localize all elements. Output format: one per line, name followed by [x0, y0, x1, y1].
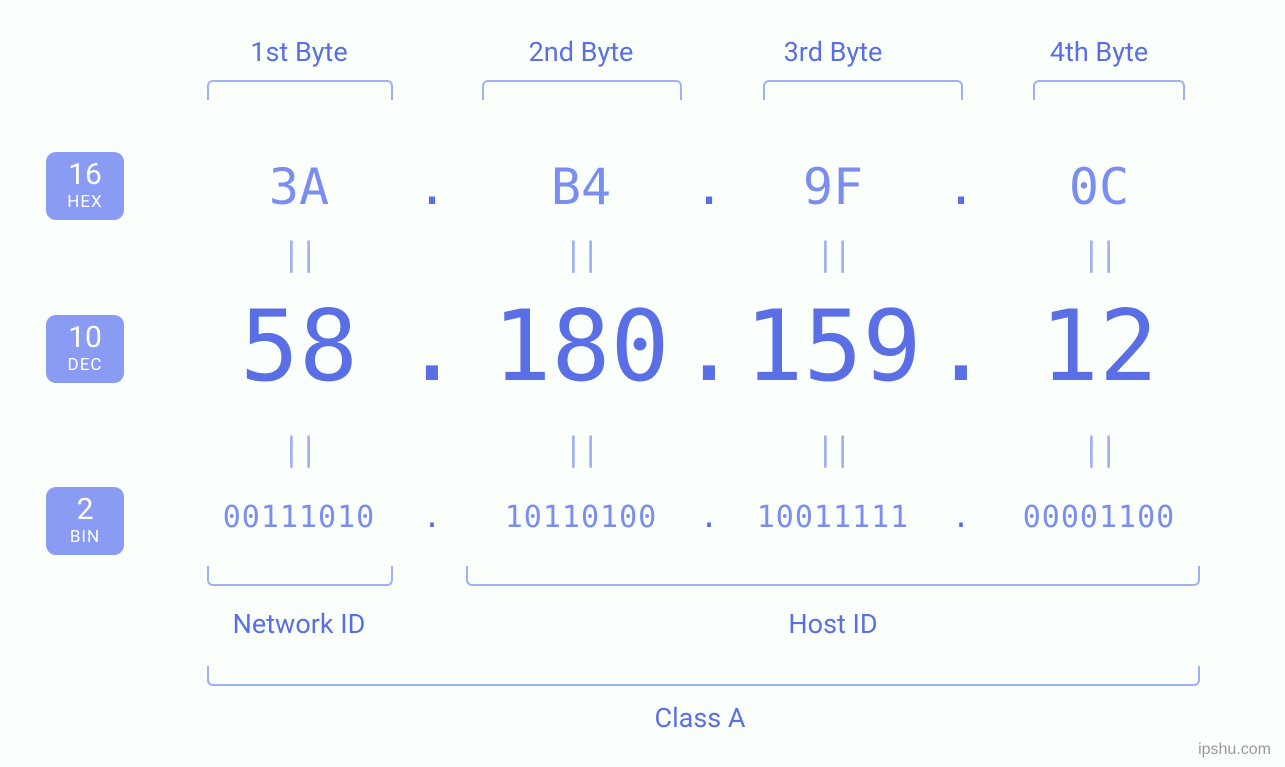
- byte-header-4: 4th Byte: [1050, 36, 1148, 68]
- equals-dec-bin-2: ||: [564, 430, 599, 468]
- label-host-id: Host ID: [788, 608, 877, 640]
- ip-diagram: 16 HEX 10 DEC 2 BIN 1st Byte 2nd Byte 3r…: [0, 0, 1285, 767]
- byte-header-3: 3rd Byte: [784, 36, 883, 68]
- base-bin-label: BIN: [70, 527, 100, 547]
- watermark: ipshu.com: [1198, 741, 1271, 759]
- dec-byte-1: 58: [240, 298, 358, 396]
- bracket-class: [207, 666, 1200, 686]
- byte-header-1: 1st Byte: [250, 36, 347, 68]
- base-badge-hex: 16 HEX: [46, 152, 124, 220]
- bracket-network-id: [207, 566, 393, 586]
- base-bin-num: 2: [77, 495, 94, 525]
- bin-byte-3: 10011111: [757, 500, 910, 535]
- bin-dot-1: .: [423, 500, 441, 535]
- bin-byte-2: 10110100: [505, 500, 658, 535]
- equals-dec-bin-1: ||: [282, 430, 317, 468]
- hex-byte-1: 3A: [269, 158, 329, 216]
- base-dec-label: DEC: [68, 355, 103, 375]
- base-badge-bin: 2 BIN: [46, 487, 124, 555]
- top-bracket-1: [207, 80, 393, 100]
- dec-dot-3: .: [931, 298, 990, 396]
- dec-dot-2: .: [679, 298, 738, 396]
- hex-dot-3: .: [946, 158, 976, 216]
- dec-byte-4: 12: [1040, 298, 1158, 396]
- equals-hex-dec-4: ||: [1082, 235, 1117, 273]
- label-network-id: Network ID: [233, 608, 366, 640]
- bin-byte-4: 00001100: [1023, 500, 1176, 535]
- top-bracket-3: [763, 80, 963, 100]
- equals-dec-bin-4: ||: [1082, 430, 1117, 468]
- dec-byte-3: 159: [744, 298, 921, 396]
- base-dec-num: 10: [68, 323, 102, 353]
- base-hex-num: 16: [68, 160, 102, 190]
- top-bracket-2: [482, 80, 682, 100]
- equals-dec-bin-3: ||: [816, 430, 851, 468]
- bracket-host-id: [466, 566, 1200, 586]
- hex-byte-4: 0C: [1069, 158, 1129, 216]
- equals-hex-dec-2: ||: [564, 235, 599, 273]
- top-bracket-4: [1033, 80, 1185, 100]
- base-hex-label: HEX: [67, 192, 102, 212]
- hex-dot-1: .: [417, 158, 447, 216]
- hex-byte-2: B4: [551, 158, 611, 216]
- hex-byte-3: 9F: [803, 158, 863, 216]
- equals-hex-dec-1: ||: [282, 235, 317, 273]
- base-badge-dec: 10 DEC: [46, 315, 124, 383]
- label-class: Class A: [654, 702, 745, 734]
- bin-dot-2: .: [700, 500, 718, 535]
- bin-dot-3: .: [952, 500, 970, 535]
- hex-dot-2: .: [694, 158, 724, 216]
- dec-dot-1: .: [402, 298, 461, 396]
- dec-byte-2: 180: [492, 298, 669, 396]
- equals-hex-dec-3: ||: [816, 235, 851, 273]
- bin-byte-1: 00111010: [223, 500, 376, 535]
- byte-header-2: 2nd Byte: [529, 36, 634, 68]
